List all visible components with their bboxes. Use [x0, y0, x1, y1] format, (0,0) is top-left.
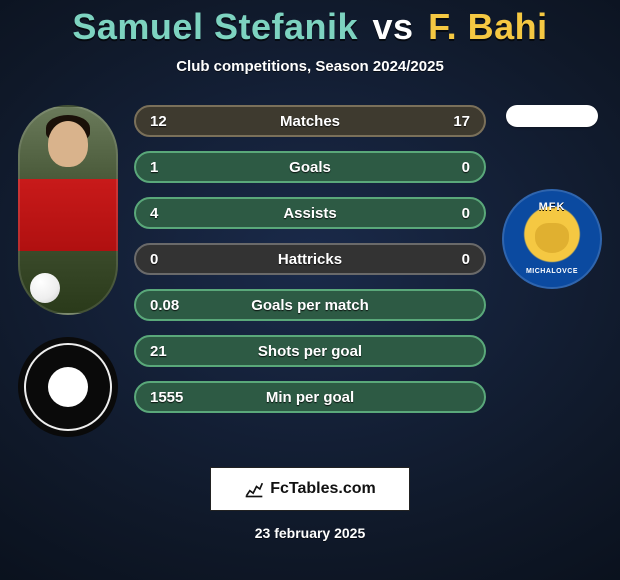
vs-label: vs [373, 6, 414, 47]
player2-name: F. Bahi [428, 6, 548, 47]
player2-club-badge-bottom: MICHALOVCE [504, 268, 600, 275]
stat-right-value: 0 [430, 251, 470, 268]
stat-left-value: 0.08 [150, 297, 190, 314]
player1-name: Samuel Stefanik [72, 6, 358, 47]
stat-bar: 0.08Goals per match [134, 289, 486, 321]
stat-left-value: 21 [150, 343, 190, 360]
chart-icon [244, 479, 264, 499]
stat-bar: 12Matches17 [134, 105, 486, 137]
player2-photo-placeholder [506, 105, 598, 127]
stat-bar: 21Shots per goal [134, 335, 486, 367]
player1-photo-head [48, 121, 88, 167]
stat-left-value: 4 [150, 205, 190, 222]
main-row: ZP 12Matches17 1Goals0 4Assists0 0Hattricks… [0, 105, 620, 437]
stat-left-value: 0 [150, 251, 190, 268]
player1-photo-ball [30, 273, 60, 303]
date-label: 23 february 2025 [0, 525, 620, 541]
footer-brand-prefix: Fc [270, 480, 289, 497]
player2-club-badge-top: MFK [504, 201, 600, 213]
stats-column: 12Matches17 1Goals0 4Assists0 0Hattricks0 0.… [128, 105, 492, 413]
stat-right-value: 0 [430, 159, 470, 176]
stat-bar: 4Assists0 [134, 197, 486, 229]
content-root: Samuel Stefanik vs F. Bahi Club competit… [0, 0, 620, 580]
stat-right-value: 17 [430, 113, 470, 130]
player2-club-badge: MFK MICHALOVCE [502, 189, 602, 289]
left-column: ZP [8, 105, 128, 437]
right-column: MFK MICHALOVCE [492, 105, 612, 289]
player1-club-badge: ZP [18, 337, 118, 437]
stat-left-value: 12 [150, 113, 190, 130]
player2-club-badge-emblem [535, 223, 569, 253]
stat-left-value: 1555 [150, 389, 190, 406]
footer-brand-suffix: Tables.com [289, 480, 376, 497]
stat-left-value: 1 [150, 159, 190, 176]
footer-brand[interactable]: FcTables.com [210, 467, 410, 511]
stat-right-value: 0 [430, 205, 470, 222]
stat-bar: 1Goals0 [134, 151, 486, 183]
stat-bar: 1555Min per goal [134, 381, 486, 413]
stat-bar: 0Hattricks0 [134, 243, 486, 275]
footer-brand-text: FcTables.com [270, 480, 376, 498]
subtitle: Club competitions, Season 2024/2025 [0, 58, 620, 75]
player1-photo [18, 105, 118, 315]
player1-club-badge-text: ZP [48, 367, 88, 407]
comparison-title: Samuel Stefanik vs F. Bahi [0, 0, 620, 48]
